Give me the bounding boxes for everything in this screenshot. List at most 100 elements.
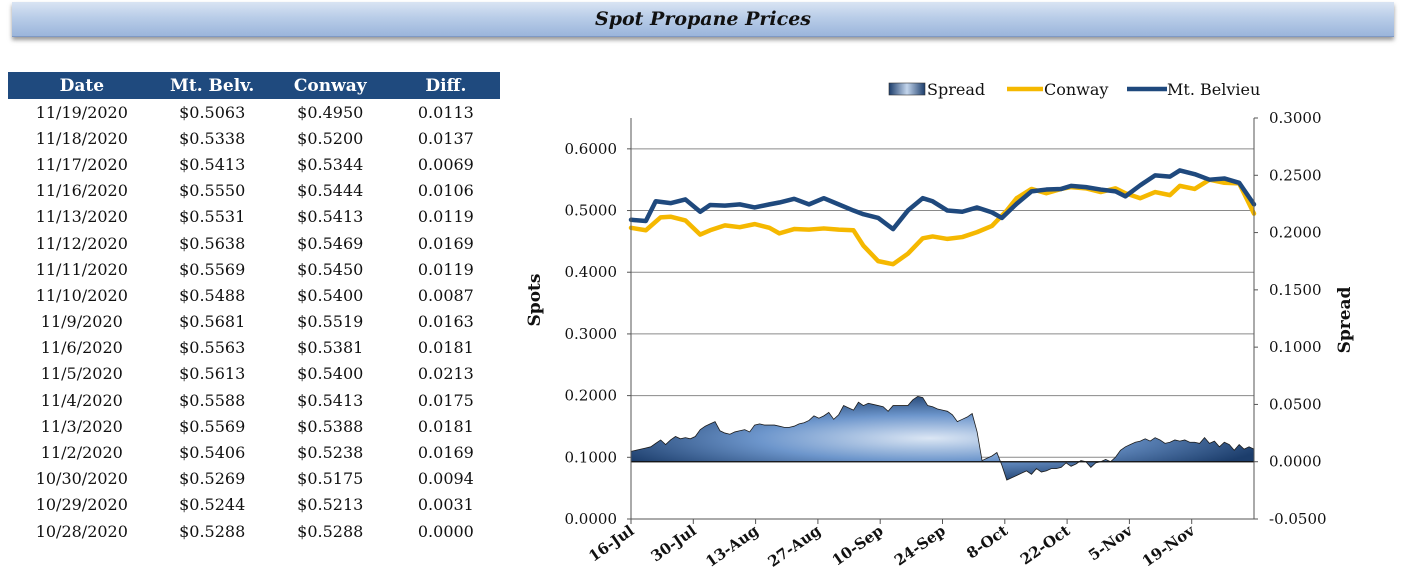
cell-diff: 0.0113 bbox=[417, 102, 474, 122]
header-conway: Conway bbox=[268, 72, 392, 99]
x-tick-label: 27-Aug bbox=[765, 521, 825, 571]
cell-mt-belv: $0.5288 bbox=[179, 521, 246, 541]
cell-date: 11/3/2020 bbox=[40, 416, 123, 436]
x-tick-label: 19-Nov bbox=[1139, 521, 1199, 571]
cell-diff: 0.0169 bbox=[417, 443, 474, 463]
left-tick-label: 0.0000 bbox=[565, 510, 618, 528]
y-axis-title: Spots bbox=[525, 274, 545, 327]
cell-diff: 0.0106 bbox=[417, 181, 474, 201]
cell-diff: 0.0181 bbox=[417, 416, 474, 436]
cell-conway: $0.5213 bbox=[297, 495, 364, 515]
cell-date: 11/5/2020 bbox=[40, 364, 123, 384]
conway-line bbox=[628, 177, 1257, 267]
cell-date: 11/6/2020 bbox=[40, 338, 123, 358]
right-tick-label: 0.0500 bbox=[1269, 395, 1322, 413]
cell-conway: $0.5400 bbox=[297, 285, 364, 305]
cell-mt-belv: $0.5531 bbox=[179, 207, 246, 227]
table-row: 11/2/2020 $0.5406 $0.5238 0.0169 bbox=[8, 439, 500, 465]
cell-date: 11/10/2020 bbox=[35, 285, 128, 305]
cell-date: 11/11/2020 bbox=[35, 259, 128, 279]
legend-mt-belvieu-label: Mt. Belvieu bbox=[1167, 80, 1260, 99]
cell-date: 11/16/2020 bbox=[35, 181, 128, 201]
table-row: 11/19/2020 $0.5063 $0.4950 0.0113 bbox=[8, 99, 500, 125]
cell-diff: 0.0137 bbox=[417, 128, 474, 148]
cell-mt-belv: $0.5638 bbox=[179, 233, 246, 253]
cell-conway: $0.5444 bbox=[297, 181, 364, 201]
right-tick-label: -0.0500 bbox=[1269, 510, 1327, 528]
table-row: 11/3/2020 $0.5569 $0.5388 0.0181 bbox=[8, 413, 500, 439]
cell-date: 11/19/2020 bbox=[35, 102, 128, 122]
spot-propane-chart: 0.0000 0.1000 0.2000 0.3000 0.4000 0.5000 0.60… bbox=[525, 80, 1355, 571]
cell-diff: 0.0213 bbox=[417, 364, 474, 384]
x-tick-label: 22-Oct bbox=[1017, 521, 1073, 568]
cell-conway: $0.5175 bbox=[297, 469, 364, 489]
cell-mt-belv: $0.5569 bbox=[179, 416, 246, 436]
table-header-row: Date Mt. Belv. Conway Diff. bbox=[8, 72, 500, 99]
cell-diff: 0.0094 bbox=[417, 469, 474, 489]
cell-mt-belv: $0.5338 bbox=[179, 128, 246, 148]
left-tick-label: 0.3000 bbox=[565, 325, 618, 343]
cell-conway: $0.5469 bbox=[297, 233, 364, 253]
x-tick-label: 5-Nov bbox=[1085, 521, 1137, 565]
price-table: Date Mt. Belv. Conway Diff. 11/19/2020 $0… bbox=[8, 72, 500, 544]
cell-date: 11/9/2020 bbox=[40, 312, 123, 332]
cell-mt-belv: $0.5269 bbox=[179, 469, 246, 489]
cell-date: 11/4/2020 bbox=[40, 390, 123, 410]
cell-date: 11/17/2020 bbox=[35, 154, 128, 174]
table-row: 10/29/2020 $0.5244 $0.5213 0.0031 bbox=[8, 492, 500, 518]
cell-mt-belv: $0.5588 bbox=[179, 390, 246, 410]
legend-spread-label: Spread bbox=[927, 80, 985, 99]
cell-date: 10/30/2020 bbox=[35, 469, 128, 489]
cell-date: 10/29/2020 bbox=[35, 495, 128, 515]
left-tick-label: 0.4000 bbox=[565, 263, 618, 281]
cell-date: 11/2/2020 bbox=[40, 443, 123, 463]
table-row: 11/6/2020 $0.5563 $0.5381 0.0181 bbox=[8, 335, 500, 361]
x-tick-label: 10-Sep bbox=[829, 522, 887, 570]
cell-mt-belv: $0.5563 bbox=[179, 338, 246, 358]
y2-axis-title: Spread bbox=[1335, 286, 1355, 353]
cell-diff: 0.0169 bbox=[417, 233, 474, 253]
cell-diff: 0.0163 bbox=[417, 312, 474, 332]
left-tick-label: 0.5000 bbox=[565, 202, 618, 220]
cell-date: 11/13/2020 bbox=[35, 207, 128, 227]
cell-conway: $0.5519 bbox=[297, 312, 364, 332]
cell-conway: $0.5238 bbox=[297, 443, 364, 463]
x-tick-label: 8-Oct bbox=[963, 521, 1011, 562]
header-date: Date bbox=[8, 72, 156, 99]
x-tick-label: 13-Aug bbox=[702, 521, 762, 571]
cell-diff: 0.0087 bbox=[417, 285, 474, 305]
cell-mt-belv: $0.5063 bbox=[179, 102, 246, 122]
cell-diff: 0.0181 bbox=[417, 338, 474, 358]
table-row: 11/17/2020 $0.5413 $0.5344 0.0069 bbox=[8, 151, 500, 177]
cell-conway: $0.5450 bbox=[297, 259, 364, 279]
table-row: 11/18/2020 $0.5338 $0.5200 0.0137 bbox=[8, 125, 500, 151]
cell-mt-belv: $0.5488 bbox=[179, 285, 246, 305]
cell-diff: 0.0119 bbox=[417, 207, 474, 227]
table-body: 11/19/2020 $0.5063 $0.4950 0.0113 11/18/2020… bbox=[8, 99, 500, 544]
right-tick-label: 0.1500 bbox=[1269, 281, 1322, 299]
cell-date: 11/12/2020 bbox=[35, 233, 128, 253]
legend-conway-label: Conway bbox=[1044, 80, 1108, 99]
cell-mt-belv: $0.5569 bbox=[179, 259, 246, 279]
header-mt-belv: Mt. Belv. bbox=[155, 72, 269, 99]
x-tick-label: 24-Sep bbox=[891, 522, 949, 570]
cell-mt-belv: $0.5406 bbox=[179, 443, 246, 463]
cell-conway: $0.5413 bbox=[297, 390, 364, 410]
table-row: 11/11/2020 $0.5569 $0.5450 0.0119 bbox=[8, 256, 500, 282]
x-tick-label: 30-Jul bbox=[648, 521, 700, 565]
table-row: 10/28/2020 $0.5288 $0.5288 0.0000 bbox=[8, 518, 500, 544]
cell-conway: $0.5388 bbox=[297, 416, 364, 436]
cell-mt-belv: $0.5413 bbox=[179, 154, 246, 174]
cell-mt-belv: $0.5550 bbox=[179, 181, 246, 201]
table-row: 11/12/2020 $0.5638 $0.5469 0.0169 bbox=[8, 230, 500, 256]
cell-mt-belv: $0.5244 bbox=[179, 495, 246, 515]
cell-diff: 0.0119 bbox=[417, 259, 474, 279]
page-title: Spot Propane Prices bbox=[594, 8, 812, 30]
right-tick-label: 0.1000 bbox=[1269, 338, 1322, 356]
cell-mt-belv: $0.5613 bbox=[179, 364, 246, 384]
legend-spread-swatch bbox=[888, 82, 926, 96]
table-row: 11/10/2020 $0.5488 $0.5400 0.0087 bbox=[8, 282, 500, 308]
cell-diff: 0.0175 bbox=[417, 390, 474, 410]
mt-belvieu-line bbox=[628, 168, 1257, 232]
table-row: 11/9/2020 $0.5681 $0.5519 0.0163 bbox=[8, 309, 500, 335]
